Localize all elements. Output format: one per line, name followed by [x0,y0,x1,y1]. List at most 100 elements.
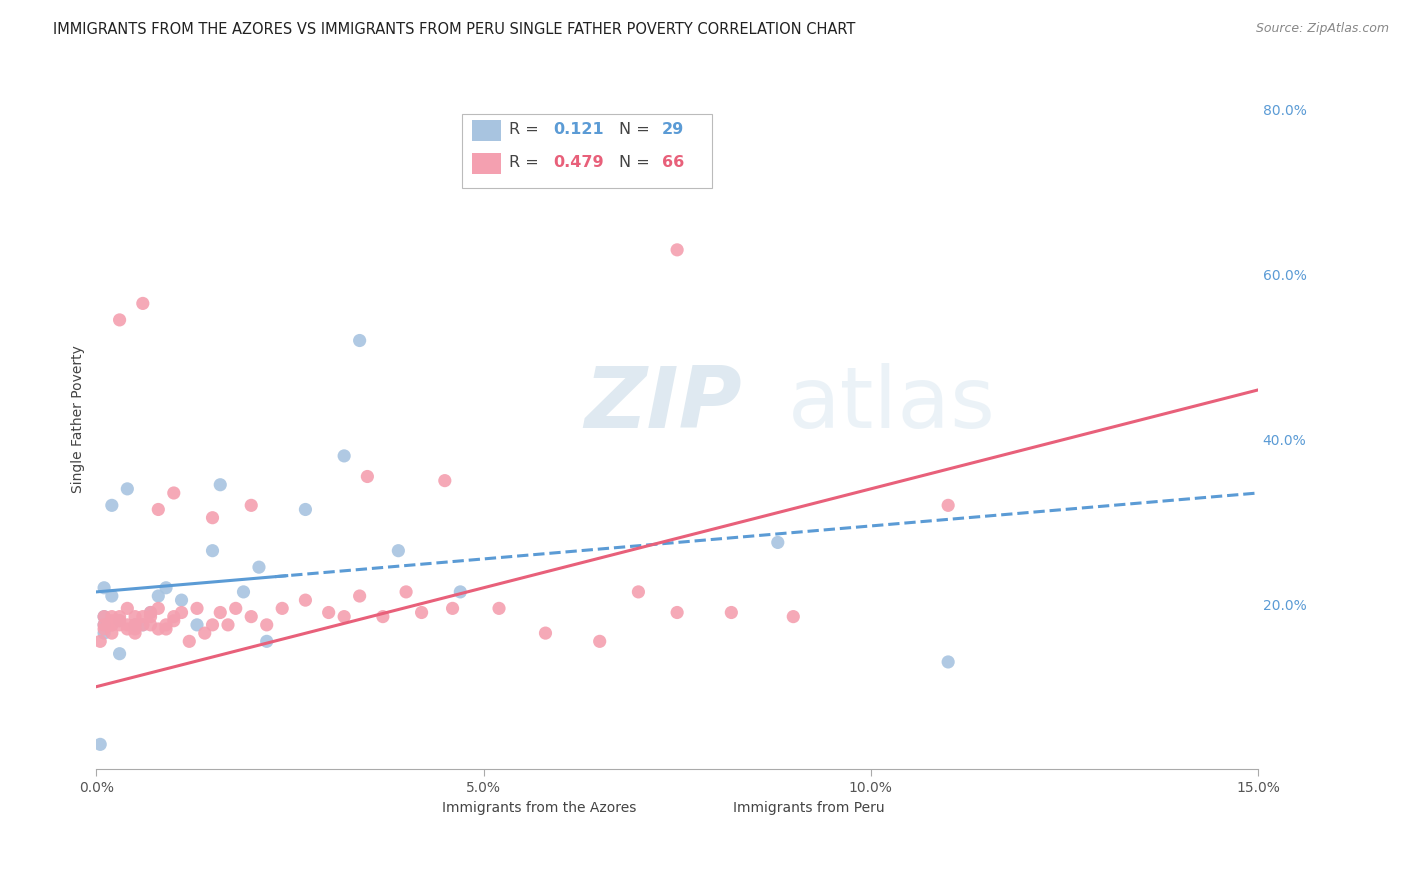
Point [124,622,146,636]
Point [101,618,124,632]
Text: atlas: atlas [787,363,995,446]
Point [349,334,371,348]
Point [101,499,124,513]
Point [155,581,177,595]
Text: 29: 29 [662,122,685,137]
Point [170,606,193,620]
Point [93,581,115,595]
Point [441,601,464,615]
Point [89,737,111,751]
Text: Immigrants from Peru: Immigrants from Peru [733,801,884,815]
FancyBboxPatch shape [411,799,436,817]
Point [387,543,409,558]
Point [170,593,193,607]
Point [101,618,124,632]
Point [232,585,254,599]
Point [256,634,278,648]
Point [117,618,139,632]
Point [333,609,356,624]
Point [349,589,371,603]
Point [155,622,177,636]
Point [201,543,224,558]
FancyBboxPatch shape [471,153,501,174]
Point [132,618,155,632]
Y-axis label: Single Father Poverty: Single Father Poverty [72,345,86,492]
Point [201,618,224,632]
Point [132,609,155,624]
Point [117,482,139,496]
Point [139,606,162,620]
Point [101,614,124,628]
Point [163,486,186,500]
Point [627,585,650,599]
Point [356,469,378,483]
Point [124,626,146,640]
Text: Source: ZipAtlas.com: Source: ZipAtlas.com [1256,22,1389,36]
Point [101,589,124,603]
Point [371,609,394,624]
Point [247,560,270,574]
Point [139,609,162,624]
Point [148,502,170,516]
Point [101,609,124,624]
Text: 0.479: 0.479 [553,155,603,169]
Point [240,609,263,624]
Point [936,499,959,513]
Point [488,601,510,615]
FancyBboxPatch shape [471,120,501,141]
Point [124,618,146,632]
Text: R =: R = [509,122,544,137]
Point [93,609,115,624]
Text: IMMIGRANTS FROM THE AZORES VS IMMIGRANTS FROM PERU SINGLE FATHER POVERTY CORRELA: IMMIGRANTS FROM THE AZORES VS IMMIGRANTS… [53,22,856,37]
Point [108,313,131,327]
Point [179,634,201,648]
Point [132,618,155,632]
Point [217,618,239,632]
Point [148,589,170,603]
Point [101,626,124,640]
Point [395,585,418,599]
Point [139,606,162,620]
Point [589,634,612,648]
Point [124,609,146,624]
Point [108,609,131,624]
Text: 66: 66 [662,155,685,169]
Point [132,296,155,310]
Point [93,618,115,632]
Point [108,647,131,661]
FancyBboxPatch shape [463,114,711,187]
Point [333,449,356,463]
Point [666,606,689,620]
Point [240,499,263,513]
Point [209,606,232,620]
Point [139,618,162,632]
Point [194,626,217,640]
Point [766,535,789,549]
Point [534,626,557,640]
Point [117,601,139,615]
Point [117,622,139,636]
Point [186,601,208,615]
Point [155,618,177,632]
Point [720,606,742,620]
Point [449,585,471,599]
Point [186,618,208,632]
Point [666,243,689,257]
Point [318,606,340,620]
Point [93,609,115,624]
Text: ZIP: ZIP [585,363,742,446]
Point [936,655,959,669]
Text: 0.121: 0.121 [553,122,603,137]
Point [89,634,111,648]
Point [411,606,433,620]
Point [108,614,131,628]
Point [108,614,131,628]
Point [124,618,146,632]
Point [201,510,224,524]
Point [225,601,247,615]
Point [294,593,316,607]
Point [256,618,278,632]
Point [294,502,316,516]
Point [433,474,456,488]
Text: N =: N = [619,155,655,169]
